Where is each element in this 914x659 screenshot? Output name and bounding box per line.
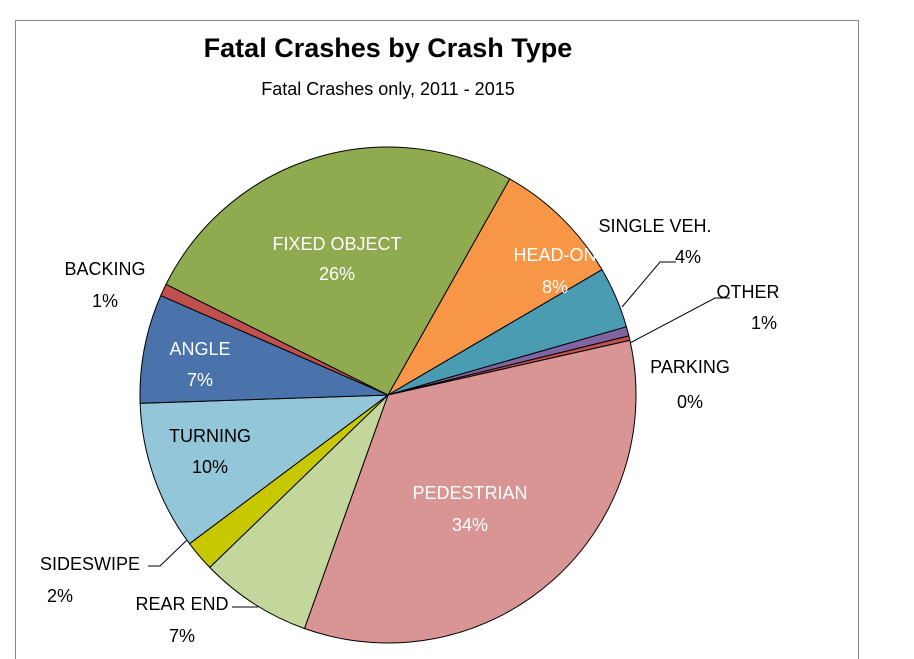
slice-label: PARKING (650, 357, 730, 377)
slice-label: SIDESWIPE (40, 554, 140, 574)
slice-value-label: 1% (92, 291, 118, 311)
slice-label: BACKING (64, 259, 145, 279)
pie-slice (139, 394, 390, 545)
leader-line (629, 297, 730, 344)
slice-label: TURNING (169, 426, 251, 446)
pie-slice (386, 178, 603, 397)
slice-value-label: 7% (169, 626, 195, 646)
slice-value-label: 0% (677, 392, 703, 412)
slice-value-label: 1% (751, 313, 777, 333)
slice-label: FIXED OBJECT (272, 234, 401, 254)
slice-value-label: 8% (542, 277, 568, 297)
leader-line (621, 261, 676, 308)
chart-subtitle: Fatal Crashes only, 2011 - 2015 (261, 79, 514, 99)
leader-line (148, 539, 188, 567)
slice-label: HEAD-ON (513, 245, 596, 265)
pie-slice (139, 294, 389, 404)
slice-value-label: 4% (675, 247, 701, 267)
slice-label: SINGLE VEH. (598, 216, 711, 236)
slice-label: PEDESTRIAN (412, 483, 527, 503)
slice-label: REAR END (135, 594, 228, 614)
slice-value-label: 2% (47, 586, 73, 606)
pie-slice (303, 339, 637, 644)
pie-slice (209, 394, 389, 630)
pie-slice (165, 146, 511, 396)
slice-value-label: 7% (187, 370, 213, 390)
slice-value-label: 26% (319, 264, 355, 284)
slice-label: ANGLE (169, 339, 230, 359)
slice-label: OTHER (717, 282, 780, 302)
chart-title: Fatal Crashes by Crash Type (204, 33, 573, 63)
slice-value-label: 34% (452, 515, 488, 535)
slice-value-label: 10% (192, 457, 228, 477)
